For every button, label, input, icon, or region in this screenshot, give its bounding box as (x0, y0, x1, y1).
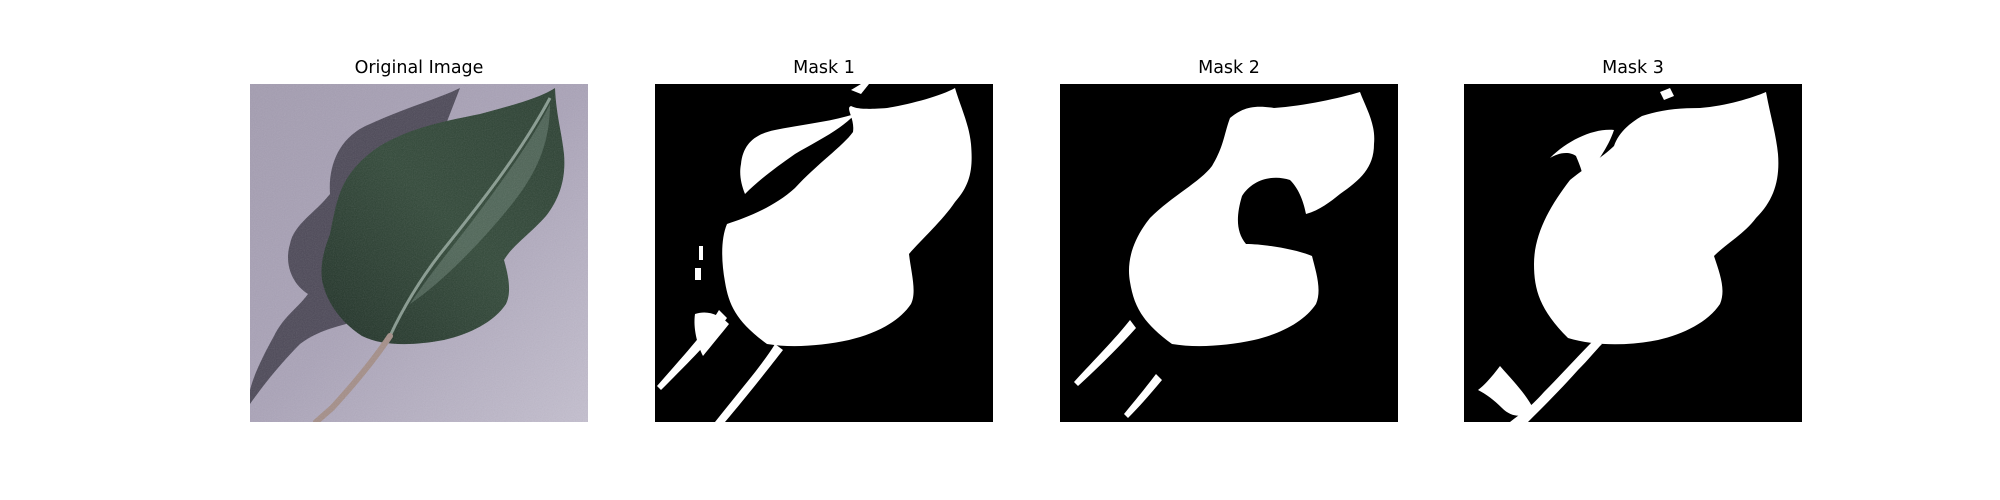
panel-title-mask-2: Mask 2 (1198, 58, 1260, 78)
mask-fragment (1206, 296, 1226, 315)
mask-upper-strip (740, 114, 855, 194)
mask-fragment (695, 268, 701, 280)
mask-blade (1128, 92, 1375, 347)
mask-stem (1510, 340, 1602, 422)
mask-fragment (694, 312, 729, 356)
panel-mask-1: Mask 1 (655, 0, 993, 500)
panel-original-image: Original Image (250, 0, 588, 500)
mask-fragment (699, 246, 703, 260)
mask-blade (1534, 92, 1779, 345)
panel-title-mask-1: Mask 1 (793, 58, 855, 78)
panel-title-original: Original Image (354, 58, 484, 78)
mask-upper-patch (1550, 129, 1614, 182)
panel-mask-3: Mask 3 (1464, 0, 1802, 500)
panel-title-mask-3: Mask 3 (1602, 58, 1664, 78)
mask-fragment (1188, 310, 1200, 324)
mask-fragment (1478, 366, 1534, 416)
mask-stem-1 (1074, 320, 1136, 386)
mask-fragment (851, 84, 869, 94)
mask-stem-2 (715, 344, 783, 422)
mask-blade (722, 88, 972, 347)
mask-stem-2 (1124, 374, 1162, 418)
leaf-mask-1 (655, 84, 993, 422)
leaf-photo (250, 84, 588, 422)
panel-mask-2: Mask 2 (1060, 0, 1398, 500)
mask-fragment (1660, 88, 1674, 100)
leaf-mask-3 (1464, 84, 1802, 422)
leaf-mask-2 (1060, 84, 1398, 422)
